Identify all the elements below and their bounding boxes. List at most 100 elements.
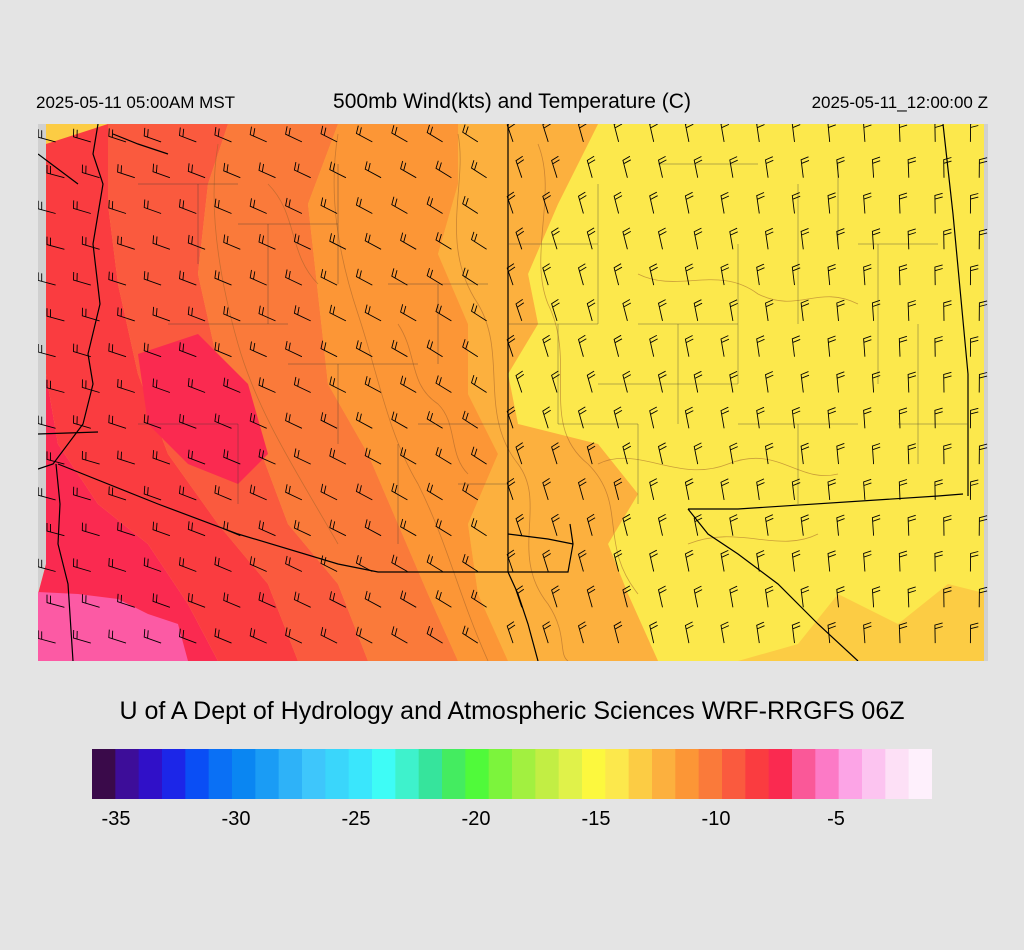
wind-barb — [907, 228, 917, 250]
wind-barb — [800, 442, 810, 465]
wind-barb — [577, 191, 587, 214]
wind-barb — [108, 486, 127, 501]
colorbar-swatch — [185, 749, 210, 799]
wind-barb — [46, 594, 65, 608]
wind-barb — [720, 263, 730, 286]
wind-barb — [81, 522, 100, 537]
wind-barb — [622, 370, 632, 393]
wind-barb — [836, 299, 845, 321]
wind-barb — [836, 586, 845, 608]
colorbar-swatch — [698, 749, 723, 799]
wind-barb — [934, 407, 943, 429]
wind-barb — [435, 303, 452, 322]
wind-barb — [426, 625, 443, 644]
wind-barb — [898, 479, 908, 500]
wind-barb — [214, 485, 232, 501]
wind-barb — [152, 306, 171, 322]
wind-barb — [907, 443, 917, 465]
wind-barb — [258, 448, 276, 465]
wind-barb — [38, 272, 56, 286]
wind-barb — [187, 234, 206, 250]
wind-barb — [223, 449, 241, 465]
colorbar-swatch — [908, 749, 933, 799]
wind-barb — [756, 192, 765, 214]
wind-barb — [827, 550, 836, 572]
wind-barb — [586, 442, 596, 465]
wind-barb — [426, 267, 443, 286]
wind-barb — [542, 549, 551, 572]
wind-barb — [73, 200, 91, 214]
wind-barb — [791, 192, 801, 214]
wind-barb — [426, 482, 443, 501]
border-line — [507, 571, 539, 661]
wind-barb — [46, 523, 65, 537]
wind-barb — [756, 124, 765, 142]
weather-map — [38, 124, 988, 661]
wind-barb — [791, 478, 801, 500]
wind-barb — [329, 448, 347, 465]
wind-barb — [827, 124, 836, 142]
wind-barb — [863, 478, 872, 500]
wind-barb — [907, 156, 917, 178]
wind-barb — [551, 513, 560, 536]
wind-barb — [320, 269, 338, 286]
wind-barb — [38, 200, 56, 214]
wind-barb — [214, 198, 232, 214]
wind-barb — [285, 126, 303, 143]
wind-barb — [329, 233, 347, 250]
wind-barb — [320, 197, 338, 214]
wind-barb — [720, 335, 730, 357]
wind-barb — [729, 370, 738, 393]
wind-barb — [355, 483, 373, 501]
wind-barb — [657, 514, 667, 536]
wind-barb — [426, 554, 443, 572]
wind-barb — [391, 125, 408, 143]
wind-barb — [934, 479, 943, 500]
colorbar-tick-label: -20 — [461, 808, 491, 830]
zone-yellow — [508, 124, 988, 661]
wind-barb — [223, 592, 241, 608]
wind-barb — [586, 155, 596, 178]
wind-barb — [400, 518, 417, 537]
zone-red-core-2 — [138, 334, 268, 484]
wind-barb — [391, 196, 408, 214]
wind-barb — [720, 191, 730, 214]
wind-barb — [329, 376, 347, 393]
wind-barb — [871, 443, 881, 465]
colorbar-swatch — [325, 749, 350, 799]
colorbar-tick-labels: -35 -30 -25 -20 -15 -10 -5 — [92, 808, 932, 838]
wind-barb — [978, 372, 988, 393]
wind-barb — [462, 410, 479, 429]
wind-barb — [258, 305, 276, 322]
wind-barb — [249, 627, 267, 644]
wind-barb — [400, 590, 417, 608]
wind-barb — [871, 156, 881, 178]
wind-barb — [649, 478, 658, 500]
wind-barb — [285, 627, 303, 644]
wind-barb — [38, 415, 56, 429]
wind-barb — [364, 232, 382, 250]
colorbar-swatch — [465, 749, 490, 799]
wind-barb — [108, 271, 127, 286]
zone-red — [46, 124, 298, 661]
wind-barb — [364, 376, 382, 393]
colorbar-swatch — [582, 749, 606, 799]
colorbar-swatch — [768, 749, 793, 799]
wind-barb — [117, 378, 135, 393]
colorbar-swatch — [115, 749, 140, 799]
wind-barb — [622, 585, 632, 608]
zone-gold — [438, 124, 658, 661]
wind-barb — [693, 227, 703, 250]
wind-barb — [400, 304, 417, 322]
wind-barb — [81, 307, 100, 322]
wind-barb — [943, 443, 952, 465]
wind-barb — [73, 486, 91, 501]
wind-barb — [622, 227, 632, 250]
wind-barb — [81, 450, 100, 465]
wind-barb — [649, 191, 658, 214]
wind-barb — [329, 519, 347, 537]
wind-barb — [836, 228, 845, 250]
wind-barb — [657, 585, 667, 608]
wind-barb — [506, 263, 516, 286]
wind-barb — [542, 478, 551, 501]
